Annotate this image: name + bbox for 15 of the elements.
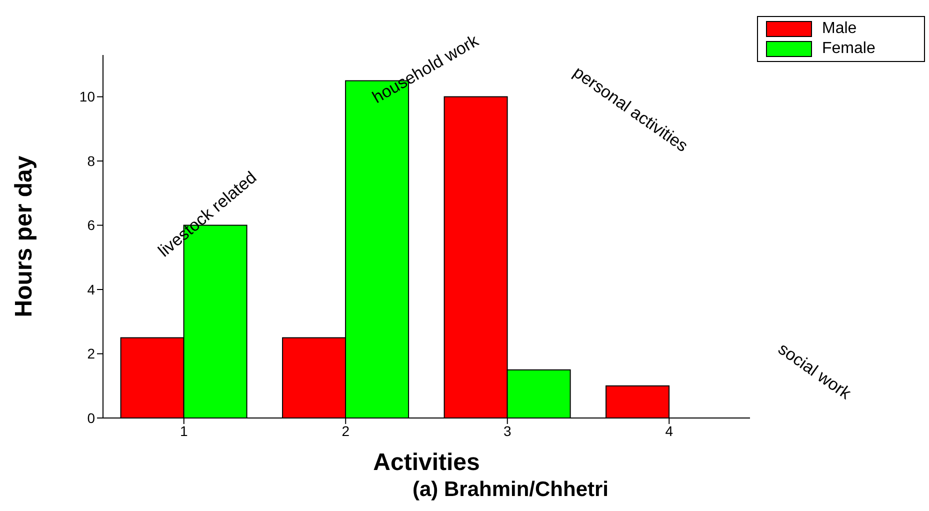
y-tick-label: 6 xyxy=(87,217,96,234)
text: (a) Brahmin/Chhetri xyxy=(411,478,610,502)
x-tick-label: 1 xyxy=(180,422,188,439)
y-tick-label: 8 xyxy=(87,152,96,169)
y-tick-label: 10 xyxy=(79,88,96,105)
x-tick-label: 4 xyxy=(665,422,674,439)
legend-label: Female xyxy=(822,39,876,59)
x-axis-title: Activities xyxy=(373,449,480,476)
y-tick-label: 4 xyxy=(87,281,96,298)
y-tick-label: 2 xyxy=(87,346,96,362)
legend-label: Male xyxy=(822,19,857,39)
x-tick-label: 2 xyxy=(342,422,350,439)
y-axis-title: Hours per day xyxy=(10,155,38,318)
x-tick-label: 3 xyxy=(503,422,512,439)
y-tick-label: 0 xyxy=(87,410,96,426)
